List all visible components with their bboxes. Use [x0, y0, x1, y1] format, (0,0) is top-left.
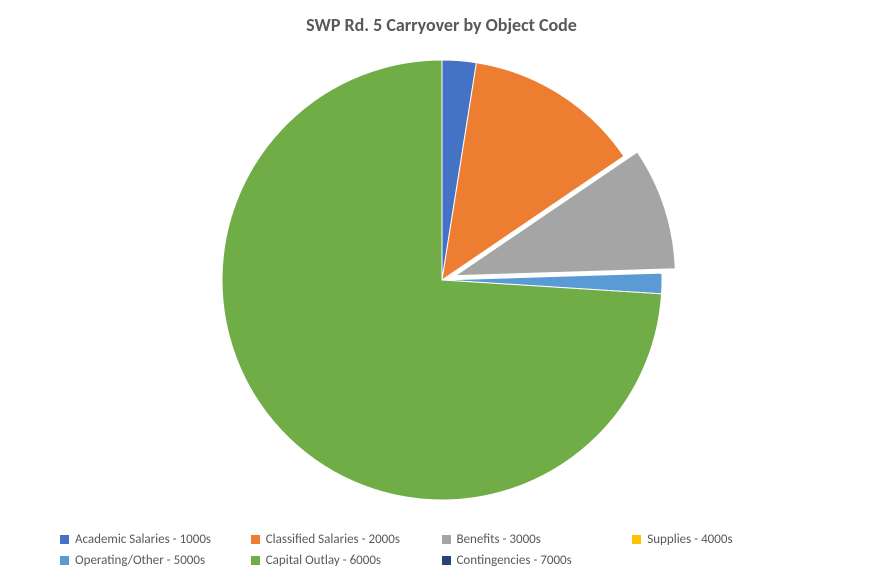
legend-item: Classified Salaries - 2000s [251, 532, 442, 547]
legend-label: Supplies - 4000s [647, 532, 732, 547]
legend-item: Capital Outlay - 6000s [251, 553, 442, 568]
legend-label: Contingencies - 7000s [457, 553, 572, 568]
legend-swatch [60, 556, 69, 565]
legend-item: Operating/Other - 5000s [60, 553, 251, 568]
pie-chart [0, 50, 883, 510]
legend-label: Classified Salaries - 2000s [266, 532, 400, 547]
chart-container: SWP Rd. 5 Carryover by Object Code Acade… [0, 0, 883, 582]
legend-item: Benefits - 3000s [442, 532, 633, 547]
chart-title: SWP Rd. 5 Carryover by Object Code [0, 14, 883, 36]
legend-label: Operating/Other - 5000s [75, 553, 205, 568]
legend-label: Academic Salaries - 1000s [75, 532, 211, 547]
legend-swatch [442, 535, 451, 544]
legend-swatch [251, 556, 260, 565]
legend-swatch [442, 556, 451, 565]
legend-swatch [632, 535, 641, 544]
legend-label: Capital Outlay - 6000s [266, 553, 381, 568]
legend-item: Contingencies - 7000s [442, 553, 633, 568]
legend-swatch [251, 535, 260, 544]
pie-svg [192, 50, 692, 510]
legend: Academic Salaries - 1000s Classified Sala… [60, 532, 823, 568]
legend-item: Supplies - 4000s [632, 532, 823, 547]
legend-swatch [60, 535, 69, 544]
legend-label: Benefits - 3000s [457, 532, 541, 547]
legend-item: Academic Salaries - 1000s [60, 532, 251, 547]
